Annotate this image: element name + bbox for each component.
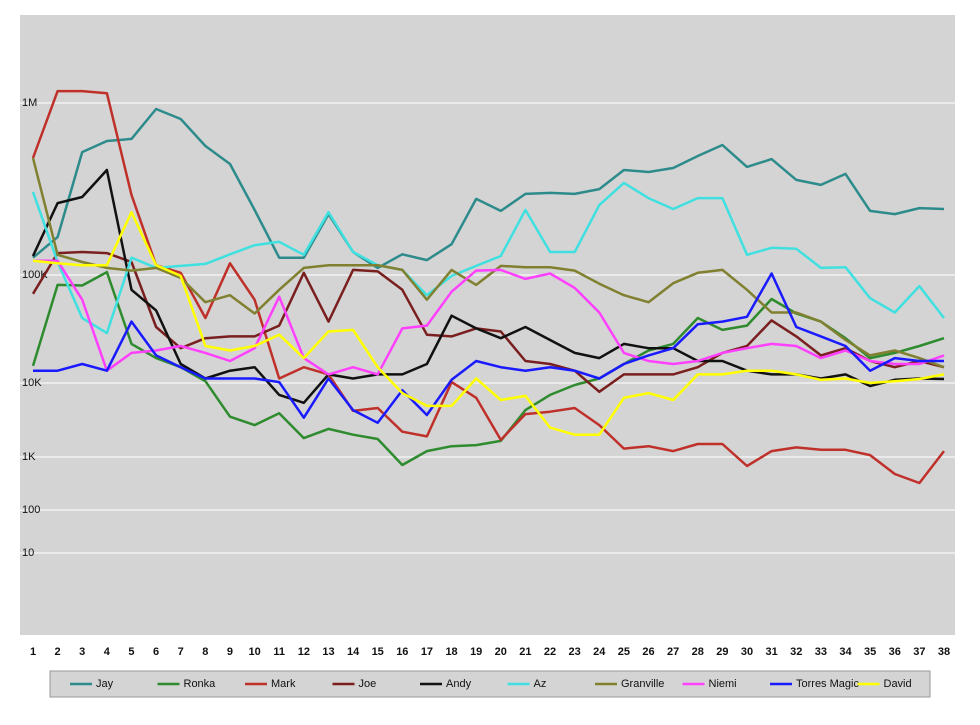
y-tick-label: 10K bbox=[22, 377, 42, 389]
legend-label: Az bbox=[534, 678, 547, 690]
x-tick-label: 1 bbox=[30, 646, 36, 658]
x-tick-label: 21 bbox=[519, 646, 531, 658]
x-tick-label: 9 bbox=[227, 646, 233, 658]
x-tick-label: 16 bbox=[396, 646, 408, 658]
x-tick-label: 2 bbox=[55, 646, 61, 658]
legend-label: Andy bbox=[446, 678, 472, 690]
x-tick-label: 38 bbox=[938, 646, 950, 658]
series-line bbox=[31, 157, 945, 369]
x-tick-label: 31 bbox=[766, 646, 778, 658]
y-tick-label: 100 bbox=[22, 504, 40, 516]
x-tick-label: 4 bbox=[104, 646, 111, 658]
plot-area bbox=[20, 15, 955, 635]
x-tick-label: 25 bbox=[618, 646, 630, 658]
series-line bbox=[33, 259, 945, 376]
x-tick-label: 34 bbox=[839, 646, 852, 658]
series-line bbox=[32, 210, 945, 436]
x-tick-label: 29 bbox=[716, 646, 728, 658]
x-tick-label: 19 bbox=[470, 646, 482, 658]
x-tick-label: 17 bbox=[421, 646, 433, 658]
x-tick-label: 23 bbox=[569, 646, 581, 658]
legend-label: Ronka bbox=[184, 678, 217, 690]
x-tick-label: 18 bbox=[445, 646, 457, 658]
x-tick-label: 5 bbox=[128, 646, 134, 658]
x-tick-label: 36 bbox=[889, 646, 901, 658]
y-tick-label: 1K bbox=[22, 451, 36, 463]
x-tick-label: 37 bbox=[913, 646, 925, 658]
y-tick-label: 10 bbox=[22, 547, 34, 559]
x-tick-label: 15 bbox=[372, 646, 384, 658]
x-tick-label: 6 bbox=[153, 646, 159, 658]
x-tick-label: 28 bbox=[692, 646, 704, 658]
legend-label: Niemi bbox=[709, 678, 737, 690]
x-tick-label: 27 bbox=[667, 646, 679, 658]
x-tick-label: 8 bbox=[202, 646, 208, 658]
x-tick-label: 11 bbox=[273, 646, 285, 658]
x-tick-label: 30 bbox=[741, 646, 753, 658]
x-tick-label: 10 bbox=[248, 646, 260, 658]
x-tick-label: 32 bbox=[790, 646, 802, 658]
series-line bbox=[33, 272, 944, 425]
y-tick-label: 1M bbox=[22, 97, 37, 109]
x-tick-label: 35 bbox=[864, 646, 876, 658]
legend-label: Torres Magic bbox=[796, 678, 859, 690]
legend-label: Jay bbox=[96, 678, 114, 690]
legend-label: Mark bbox=[271, 678, 296, 690]
legend-label: Granville bbox=[621, 678, 664, 690]
legend-label: Joe bbox=[359, 678, 377, 690]
x-tick-label: 22 bbox=[544, 646, 556, 658]
x-tick-label: 12 bbox=[298, 646, 310, 658]
x-tick-label: 33 bbox=[815, 646, 827, 658]
series-line bbox=[31, 181, 945, 335]
x-tick-label: 13 bbox=[322, 646, 334, 658]
x-tick-label: 14 bbox=[347, 646, 360, 658]
series-line bbox=[32, 107, 945, 270]
x-tick-label: 7 bbox=[178, 646, 184, 658]
legend-label: David bbox=[884, 678, 912, 690]
x-tick-label: 20 bbox=[495, 646, 507, 658]
x-tick-label: 3 bbox=[79, 646, 85, 658]
x-tick-label: 24 bbox=[593, 646, 606, 658]
x-tick-label: 26 bbox=[642, 646, 654, 658]
